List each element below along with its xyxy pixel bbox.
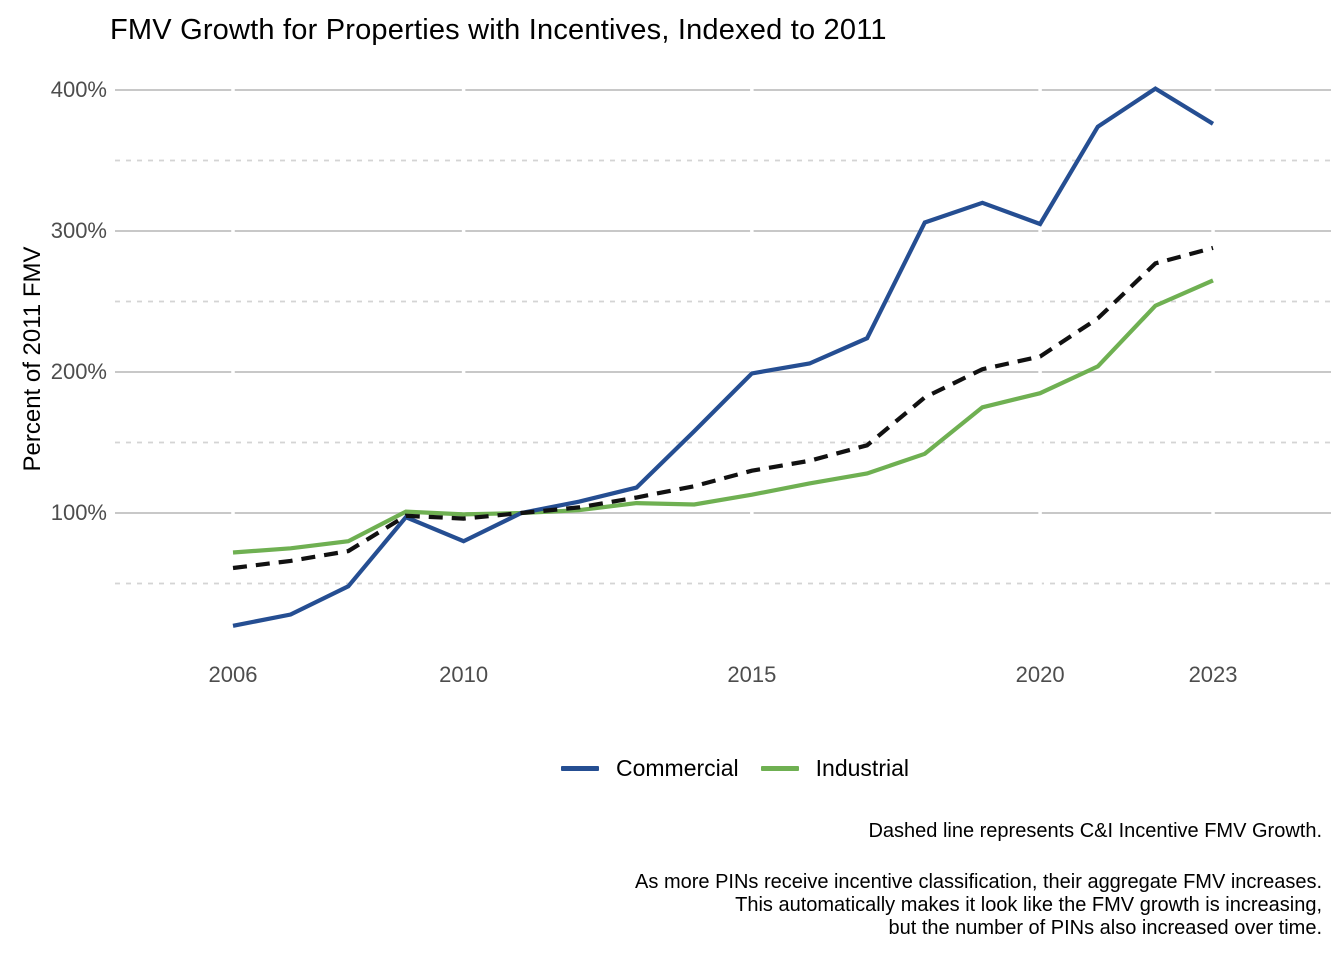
y-tick-label: 400% [50,77,107,102]
y-tick-label: 300% [50,218,107,243]
series-c-i-incentive-fmv-growth-line [232,245,1214,571]
footnote-line: As more PINs receive incentive classific… [635,871,1322,893]
x-tick-label: 2010 [439,662,489,687]
legend-swatch [760,766,799,771]
legend-item-commercial: Commercial [560,755,739,782]
legend-label: Industrial [815,755,909,781]
x-tick-label: 2023 [1188,662,1238,687]
y-tick-label: 100% [50,500,107,525]
footnote-line: This automatically makes it look like th… [735,894,1322,916]
x-tick-label: 2020 [1015,662,1065,687]
chart-title: FMV Growth for Properties with Incentive… [110,14,887,46]
y-axis-title: Percent of 2011 FMV [19,246,46,472]
legend-label: Commercial [615,755,739,781]
legend-item-industrial: Industrial [760,755,909,782]
x-tick-label: 2015 [727,662,777,687]
series-industrial-line [232,278,1214,555]
footnote: As more PINs receive incentive classific… [635,871,1322,940]
footnote-line: but the number of PINs also increased ov… [888,917,1322,939]
dashed-line-note: Dashed line represents C&I Incentive FMV… [868,820,1322,842]
legend: Commercial Industrial [63,755,1344,782]
x-tick-label: 2006 [208,662,258,687]
series-commercial-line [232,86,1215,628]
legend-swatch [560,766,599,771]
y-tick-label: 200% [50,359,107,384]
